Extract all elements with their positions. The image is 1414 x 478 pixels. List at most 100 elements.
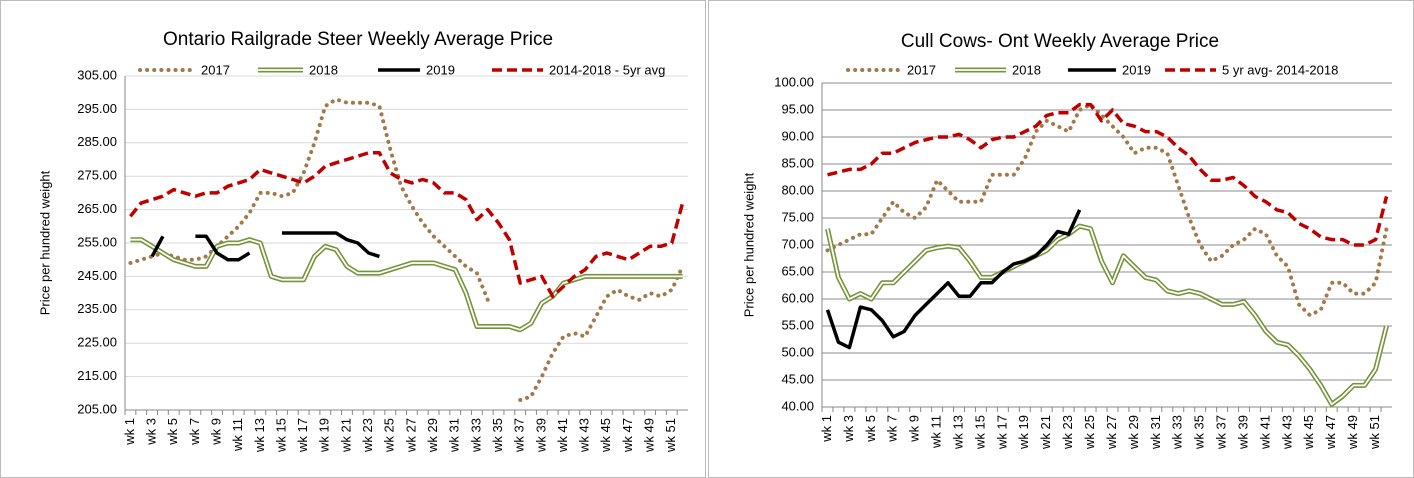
x-tick-label: wk 31 <box>447 418 462 453</box>
x-tick-label: wk 25 <box>1082 415 1097 450</box>
y-tick-label: 50.00 <box>781 344 814 359</box>
legend-label: 2014-2018 - 5yr avg <box>549 62 665 77</box>
chart-border <box>0 0 706 478</box>
x-tick-label: wk 13 <box>252 418 267 453</box>
x-tick-label: wk 31 <box>1148 415 1163 450</box>
x-tick-label: wk 51 <box>1367 415 1382 450</box>
y-tick-label: 215.00 <box>77 368 117 383</box>
x-tick-label: wk 43 <box>1279 415 1294 450</box>
x-tick-label: wk 37 <box>512 418 527 453</box>
y-tick-label: 225.00 <box>77 335 117 350</box>
series-line <box>128 97 490 302</box>
series-line <box>825 209 1082 350</box>
y-tick-label: 275.00 <box>77 168 117 183</box>
series-line-inner <box>826 225 1388 406</box>
x-tick-label: wk 7 <box>187 418 202 446</box>
x-tick-label: wk 29 <box>1126 415 1141 450</box>
legend-label: 2019 <box>426 62 455 77</box>
x-tick-label: wk 35 <box>1192 415 1207 450</box>
y-tick-label: 285.00 <box>77 134 117 149</box>
y-tick-label: 205.00 <box>77 401 117 416</box>
y-tick-label: 245.00 <box>77 268 117 283</box>
y-tick-label: 60.00 <box>781 290 814 305</box>
y-tick-label: 90.00 <box>781 128 814 143</box>
y-tick-label: 75.00 <box>781 209 814 224</box>
x-tick-label: wk 45 <box>598 418 613 453</box>
x-tick-label: wk 1 <box>122 418 137 446</box>
x-tick-label: wk 27 <box>1104 415 1119 450</box>
x-tick-label: wk 17 <box>994 415 1009 450</box>
y-tick-label: 265.00 <box>77 201 117 216</box>
y-tick-label: 55.00 <box>781 317 814 332</box>
legend-label: 5 yr avg- 2014-2018 <box>1222 62 1338 77</box>
y-tick-label: 40.00 <box>781 398 814 413</box>
x-tick-label: wk 47 <box>1323 415 1338 450</box>
x-tick-label: wk 35 <box>490 418 505 453</box>
x-tick-label: wk 1 <box>819 415 834 443</box>
x-tick-label: wk 9 <box>208 418 223 446</box>
x-tick-label: wk 41 <box>1257 415 1272 450</box>
series-line <box>129 151 685 299</box>
x-tick-label: wk 11 <box>929 415 944 449</box>
y-tick-label: 70.00 <box>781 236 814 251</box>
y-tick-label: 255.00 <box>77 234 117 249</box>
x-tick-label: wk 5 <box>165 418 180 446</box>
legend-label: 2018 <box>309 62 338 77</box>
y-axis-title: Price per hundred weight <box>37 170 52 315</box>
y-tick-label: 80.00 <box>781 182 814 197</box>
series-line <box>827 102 1389 247</box>
x-tick-label: wk 27 <box>403 418 418 453</box>
x-tick-label: wk 17 <box>295 418 310 453</box>
x-tick-label: wk 15 <box>972 415 987 450</box>
legend-label: 2017 <box>201 62 230 77</box>
series-line-inner <box>130 238 683 331</box>
y-tick-label: 95.00 <box>781 101 814 116</box>
series-line <box>195 234 251 262</box>
x-tick-label: wk 19 <box>317 418 332 453</box>
x-tick-label: wk 29 <box>425 418 440 453</box>
y-tick-label: 85.00 <box>781 155 814 170</box>
x-tick-label: wk 3 <box>841 415 856 443</box>
x-tick-label: wk 33 <box>1170 415 1185 450</box>
chart: Ontario Railgrade Steer Weekly Average P… <box>0 0 706 478</box>
x-tick-label: wk 23 <box>1060 415 1075 450</box>
x-tick-label: wk 43 <box>577 418 592 453</box>
x-tick-label: wk 51 <box>663 418 678 453</box>
y-tick-label: 45.00 <box>781 371 814 386</box>
chart: Cull Cows- Ont Weekly Average Price Pric… <box>708 0 1414 478</box>
x-tick-label: wk 45 <box>1301 415 1316 450</box>
x-tick-label: wk 9 <box>907 415 922 443</box>
x-tick-label: wk 25 <box>382 418 397 453</box>
x-tick-label: wk 15 <box>273 418 288 453</box>
x-tick-label: wk 41 <box>555 418 570 453</box>
x-tick-label: wk 39 <box>533 418 548 453</box>
x-tick-label: wk 39 <box>1235 415 1250 450</box>
y-tick-label: 295.00 <box>77 101 117 116</box>
x-tick-label: wk 7 <box>885 415 900 443</box>
series-line <box>282 231 380 259</box>
x-tick-label: wk 21 <box>338 418 353 453</box>
x-tick-label: wk 37 <box>1214 415 1229 450</box>
x-tick-label: wk 21 <box>1038 415 1053 450</box>
x-tick-label: wk 49 <box>642 418 657 453</box>
x-tick-label: wk 5 <box>863 415 878 443</box>
series-line <box>825 102 1389 318</box>
y-tick-label: 65.00 <box>781 263 814 278</box>
chart-title: Cull Cows- Ont Weekly Average Price <box>901 31 1219 52</box>
legend-label: 2017 <box>907 62 936 77</box>
series-line <box>518 264 685 402</box>
y-tick-label: 235.00 <box>77 301 117 316</box>
x-tick-label: wk 23 <box>360 418 375 453</box>
x-tick-label: wk 33 <box>468 418 483 453</box>
x-tick-label: wk 19 <box>1016 415 1031 450</box>
y-axis-title: Price per hundred weight <box>741 172 756 317</box>
x-tick-label: wk 11 <box>230 418 245 452</box>
series-line <box>150 235 165 258</box>
y-tick-label: 100.00 <box>774 74 814 89</box>
x-tick-label: wk 47 <box>620 418 635 453</box>
x-tick-label: wk 3 <box>144 418 159 446</box>
x-tick-label: wk 13 <box>950 415 965 450</box>
x-tick-label: wk 49 <box>1345 415 1360 450</box>
legend-label: 2019 <box>1122 62 1151 77</box>
